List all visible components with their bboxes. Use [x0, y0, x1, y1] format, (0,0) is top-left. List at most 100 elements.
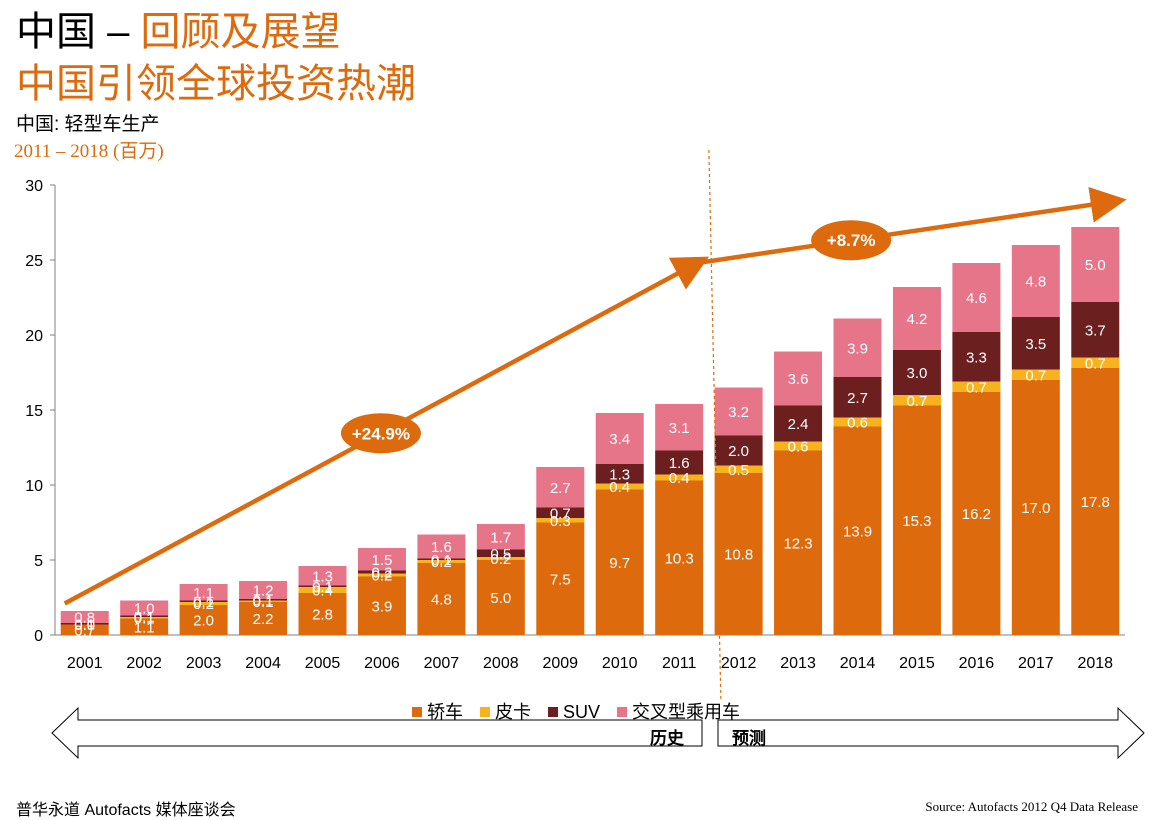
bar-segment: [357, 548, 406, 571]
data-label: 2.0: [728, 443, 749, 460]
bar-segment: [774, 405, 823, 442]
bar-segment: [417, 534, 466, 559]
growth-rate-label: +24.9%: [352, 424, 410, 443]
bar-segment: [833, 417, 882, 427]
title-highlight: 回顾及展望: [140, 10, 341, 54]
bar-segment: [476, 560, 525, 635]
chart-legend: 轿车 皮卡 SUV 交叉型乘用车: [0, 698, 1152, 724]
bar-segment: [595, 483, 644, 490]
x-tick-label: 2011: [662, 655, 697, 672]
legend-label-pickup: 皮卡: [494, 702, 531, 722]
data-label: 3.2: [728, 404, 749, 421]
data-label: 3.5: [1025, 336, 1046, 353]
bar-segment: [1011, 317, 1060, 370]
footer-event: 普华永道 Autofacts 媒体座谈会: [16, 802, 236, 819]
x-tick-label: 2002: [126, 655, 162, 672]
forecast-arrow: [717, 706, 1145, 760]
bar-segment: [120, 618, 169, 635]
data-label: 10.8: [724, 547, 753, 564]
y-tick-label: 5: [34, 553, 43, 570]
bar-segment: [892, 405, 941, 635]
data-label: 0.4: [669, 470, 690, 487]
bar-segment: [892, 287, 941, 350]
history-forecast-divider: [708, 149, 722, 701]
bar-segment: [1011, 380, 1060, 635]
bar-segment: [60, 624, 109, 635]
legend-label-crossover: 交叉型乘用车: [632, 702, 741, 722]
x-tick-label: 2005: [305, 655, 341, 672]
bar-segment: [655, 450, 704, 475]
data-label: 0.0: [74, 617, 95, 634]
data-label: 0.5: [490, 546, 511, 563]
bar-segment: [120, 615, 169, 617]
data-label: 0.4: [609, 479, 630, 496]
legend-item-suv: SUV: [548, 702, 600, 723]
x-tick-label: 2010: [602, 655, 638, 672]
annotation-layer: +24.9% +8.7%: [63, 149, 1127, 701]
data-label: 0.1: [74, 616, 95, 633]
bar-segment: [833, 426, 882, 635]
data-label: 3.3: [966, 349, 987, 366]
data-label: 0.7: [74, 622, 95, 639]
data-label: 3.7: [1085, 322, 1106, 339]
data-label: 1.1: [193, 585, 214, 602]
bar-segment: [417, 558, 466, 560]
data-label: 10.3: [665, 550, 694, 567]
bar-segment: [952, 263, 1001, 332]
data-label: 1.6: [431, 539, 452, 556]
data-label: 4.2: [907, 311, 928, 328]
data-label: 1.7: [490, 529, 511, 546]
growth-badge: [340, 413, 421, 454]
chart-caption: 中国: 轻型车生产: [16, 114, 160, 135]
bar-segment: [536, 507, 585, 518]
data-label: 1.2: [253, 583, 274, 600]
data-label: 0.2: [193, 596, 214, 613]
bar-segment: [239, 600, 288, 602]
bar-segment: [536, 522, 585, 635]
data-label: 3.6: [788, 371, 809, 388]
x-tick-label: 2006: [364, 655, 400, 672]
bar-segment: [595, 489, 644, 635]
bar-segment: [774, 441, 823, 451]
growth-rate-label: +8.7%: [827, 231, 876, 250]
bar-segment: [952, 381, 1001, 392]
bar-segment: [536, 467, 585, 508]
data-label: 1.1: [134, 619, 155, 636]
period-arrows: [51, 706, 1145, 760]
bar-segment: [952, 392, 1001, 635]
y-tick-label: 25: [25, 253, 43, 270]
data-label: 5.0: [1085, 257, 1106, 274]
bar-segment: [476, 557, 525, 560]
legend-label-suv: SUV: [563, 702, 601, 722]
bar-segment: [1071, 302, 1120, 358]
data-label: 2.8: [312, 607, 333, 624]
bar-segment: [239, 599, 288, 601]
data-label: 0.7: [907, 393, 928, 410]
bar-segment: [1011, 245, 1060, 317]
bar-segment: [298, 566, 347, 586]
x-tick-label: 2015: [899, 655, 935, 672]
data-label: 0.1: [431, 552, 452, 569]
growth-badge: [811, 220, 892, 261]
data-label: 0.1: [253, 594, 274, 611]
bar-segment: [179, 602, 228, 605]
legend-swatch-crossover: [617, 707, 628, 717]
data-label: 2.7: [550, 480, 571, 497]
legend-swatch-sedan: [411, 707, 422, 717]
data-label: 3.9: [372, 598, 393, 615]
bar-segment: [179, 584, 228, 601]
data-label: 2.0: [193, 613, 214, 630]
bar-segment: [714, 465, 763, 473]
x-tick-label: 2008: [483, 655, 519, 672]
data-label: 3.0: [907, 365, 928, 382]
data-label: 0.7: [1085, 355, 1106, 372]
data-label: 0.7: [966, 379, 987, 396]
bar-segment: [357, 573, 406, 577]
title-prefix: 中国 –: [16, 10, 141, 54]
data-label: 1.3: [312, 568, 333, 585]
data-label: 5.0: [490, 590, 511, 607]
footer-source: Source: Autofacts 2012 Q4 Data Release: [925, 799, 1138, 814]
data-label: 3.4: [609, 431, 630, 448]
x-tick-label: 2001: [67, 655, 103, 672]
